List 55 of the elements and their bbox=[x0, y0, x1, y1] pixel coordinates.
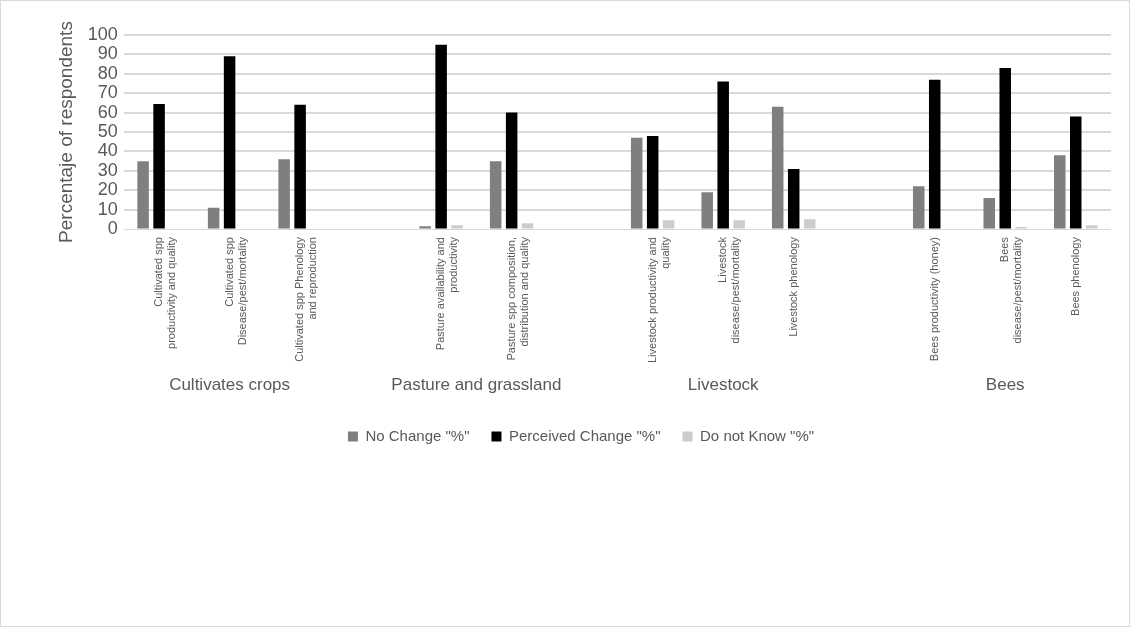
bar bbox=[505, 112, 518, 229]
legend-label: Do not Know "%" bbox=[700, 426, 815, 444]
bar bbox=[294, 104, 306, 229]
text: Cultivates crops bbox=[169, 374, 291, 394]
bar bbox=[1069, 116, 1082, 229]
bar bbox=[137, 161, 149, 229]
bar bbox=[419, 226, 431, 229]
text: Bees bbox=[985, 374, 1025, 394]
x-tick-label: Livestock phenology bbox=[786, 236, 799, 337]
y-tick-label: 0 bbox=[107, 218, 118, 239]
x-tick-label: Bees disease/pest/mortality bbox=[998, 236, 1024, 344]
bar bbox=[701, 192, 713, 229]
bar bbox=[983, 198, 995, 229]
y-axis-title: Percentaje of respondents bbox=[54, 21, 76, 243]
bar bbox=[771, 106, 784, 229]
bar bbox=[1054, 155, 1066, 229]
x-tick-label: Bees phenology bbox=[1068, 236, 1081, 316]
y-tick-label: 70 bbox=[97, 82, 118, 103]
x-tick-label: Pasture availability and productivity bbox=[434, 236, 460, 351]
bar bbox=[1085, 225, 1098, 229]
y-tick-label: 80 bbox=[97, 62, 118, 83]
text: Livestock bbox=[687, 374, 760, 394]
x-tick-label: Cultivated spp Phenology and reproduction bbox=[293, 236, 319, 362]
bar bbox=[521, 223, 534, 229]
x-tick-label: Livestock productivity and quality bbox=[645, 236, 671, 363]
y-tick-label: 40 bbox=[97, 140, 118, 161]
bar bbox=[451, 225, 463, 229]
y-tick-label: 20 bbox=[97, 179, 118, 200]
bar bbox=[928, 79, 941, 229]
bar bbox=[717, 81, 729, 229]
bar bbox=[803, 219, 816, 229]
bar bbox=[662, 220, 675, 229]
y-tick-label: 10 bbox=[97, 198, 118, 219]
y-tick-label: 50 bbox=[97, 120, 118, 141]
bar bbox=[787, 168, 800, 229]
bar bbox=[630, 137, 643, 229]
bar bbox=[435, 44, 447, 229]
y-tick-label: 30 bbox=[97, 159, 118, 180]
legend-label: Perceived Change "%" bbox=[508, 426, 661, 444]
bar bbox=[912, 186, 925, 229]
y-tick-label: 90 bbox=[97, 43, 118, 64]
bar bbox=[278, 159, 290, 229]
bar bbox=[207, 207, 220, 229]
text: Pasture and grassland bbox=[391, 374, 562, 394]
y-tick-label: 60 bbox=[97, 101, 118, 122]
bar bbox=[223, 56, 236, 229]
legend-label: No Change "%" bbox=[365, 426, 470, 444]
bar bbox=[153, 103, 165, 229]
bar bbox=[999, 67, 1011, 229]
bar bbox=[733, 220, 745, 229]
y-tick-label: 100 bbox=[87, 23, 118, 44]
x-tick-label: Cultivated spp productivity and quality bbox=[152, 236, 178, 349]
bar bbox=[646, 135, 659, 229]
bar bbox=[489, 161, 502, 229]
x-tick-label: Bees productivity (honey) bbox=[927, 237, 940, 362]
